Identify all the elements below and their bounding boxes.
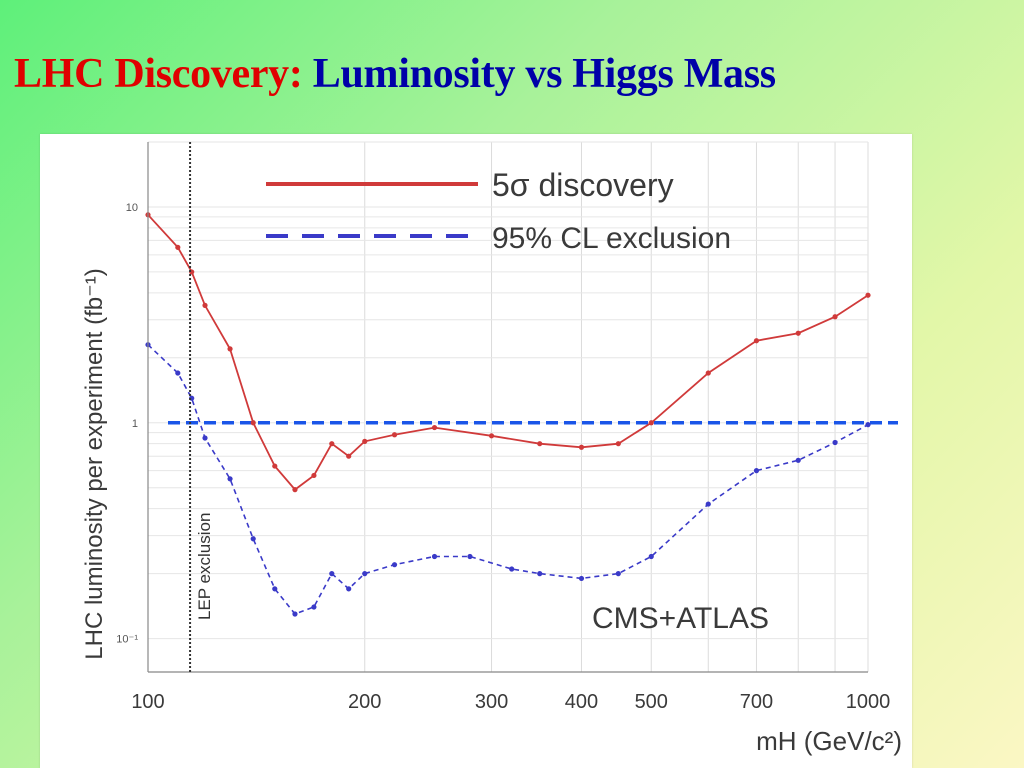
data-point-exclusion-9: [329, 571, 335, 577]
lep-exclusion-label: LEP exclusion: [195, 513, 214, 620]
luminosity-chart: 100 200 300 400 500 700 1000 10⁻¹ 1 10 5σ discove…: [81, 141, 902, 756]
data-point-discovery-11: [362, 438, 368, 444]
data-point-discovery-8: [311, 472, 317, 479]
data-point-exclusion-23: [832, 439, 838, 446]
data-point-exclusion-22: [795, 457, 801, 463]
x-tick-label-5: 700: [740, 691, 773, 713]
data-point-exclusion-10: [346, 586, 352, 592]
data-point-exclusion-14: [467, 553, 473, 560]
chart-panel: 100 200 300 400 500 700 1000 10⁻¹ 1 10 5σ discove…: [40, 134, 912, 768]
series-line-discovery: [147, 214, 869, 491]
x-axis-label: mH (GeV/c²): [756, 726, 902, 756]
data-point-exclusion-12: [391, 562, 398, 568]
legend: 5σ discovery 95% CL exclusion: [266, 167, 731, 255]
data-series-group: [145, 212, 871, 617]
axes: 100 200 300 400 500 700 1000 10⁻¹ 1 10: [116, 142, 890, 713]
data-point-discovery-5: [250, 420, 256, 426]
slide-title: LHC Discovery: Luminosity vs Higgs Mass: [14, 50, 776, 98]
data-point-exclusion-6: [272, 586, 278, 592]
slide-title-part1: LHC Discovery:: [14, 51, 303, 97]
data-point-exclusion-3: [202, 435, 208, 441]
data-point-discovery-16: [578, 444, 585, 450]
data-point-exclusion-15: [509, 566, 515, 572]
data-point-discovery-10: [346, 453, 352, 459]
data-point-discovery-9: [329, 441, 335, 447]
y-axis-label: LHC luminosity per experiment (fb⁻¹): [81, 268, 108, 659]
data-point-exclusion-19: [648, 553, 654, 560]
data-point-exclusion-5: [250, 536, 256, 542]
data-point-exclusion-13: [431, 553, 438, 560]
data-point-discovery-22: [832, 314, 838, 320]
data-point-discovery-1: [175, 244, 181, 250]
data-point-discovery-7: [292, 487, 298, 493]
y-tick-label-1: 1: [132, 418, 138, 430]
data-point-exclusion-4: [227, 476, 233, 482]
x-tick-label-1: 200: [348, 691, 381, 713]
data-point-discovery-19: [705, 370, 711, 376]
data-point-discovery-4: [227, 346, 233, 352]
data-point-exclusion-20: [705, 501, 711, 507]
slide-title-part2: Luminosity vs Higgs Mass: [302, 51, 776, 97]
x-tick-label-0: 100: [131, 691, 164, 713]
data-point-discovery-3: [202, 302, 208, 308]
data-point-discovery-13: [431, 424, 438, 431]
y-tick-label-0: 10⁻¹: [116, 634, 138, 646]
data-point-exclusion-17: [578, 575, 585, 582]
data-point-discovery-20: [753, 338, 760, 344]
legend-label-discovery: 5σ discovery: [492, 167, 674, 203]
data-point-discovery-18: [648, 420, 654, 426]
data-point-exclusion-18: [615, 571, 621, 577]
x-tick-label-3: 400: [565, 691, 598, 713]
annotation-cms-atlas: CMS+ATLAS: [592, 602, 769, 635]
x-tick-label-2: 300: [475, 691, 508, 713]
data-point-exclusion-1: [175, 370, 181, 376]
data-point-discovery-14: [488, 433, 495, 439]
data-point-discovery-12: [391, 432, 398, 438]
x-tick-label-6: 1000: [846, 691, 891, 713]
data-point-discovery-6: [272, 463, 278, 469]
x-tick-label-4: 500: [635, 691, 668, 713]
data-point-exclusion-16: [537, 571, 543, 577]
data-point-discovery-23: [865, 292, 871, 298]
data-point-discovery-15: [537, 441, 543, 447]
data-point-exclusion-21: [753, 468, 760, 474]
data-point-discovery-17: [615, 441, 621, 447]
data-point-exclusion-7: [292, 611, 298, 617]
data-point-exclusion-11: [362, 571, 368, 577]
data-point-exclusion-8: [311, 604, 317, 610]
legend-label-exclusion: 95% CL exclusion: [492, 222, 731, 255]
data-point-discovery-21: [795, 330, 801, 336]
data-point-exclusion-24: [865, 422, 871, 428]
y-tick-label-2: 10: [126, 202, 138, 214]
